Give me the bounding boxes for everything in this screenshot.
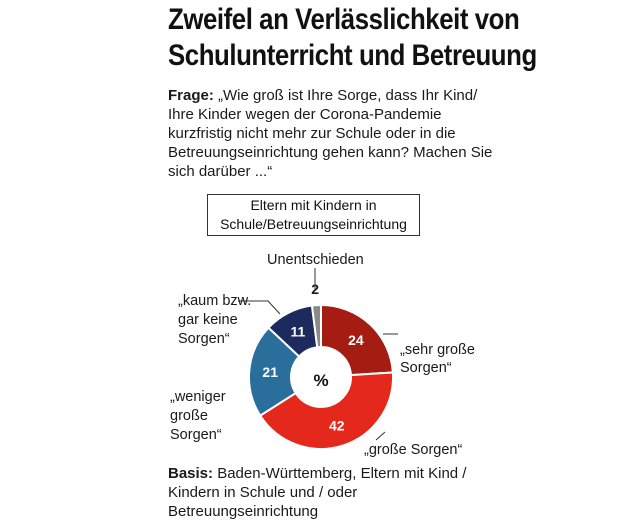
- label-grosse: „große Sorgen“: [364, 442, 462, 458]
- question-text: Frage: „Wie groß ist Ihre Sorge, dass Ih…: [168, 86, 498, 181]
- title-line-2: Schulunterricht und Betreuung: [168, 39, 537, 72]
- slice-value-weniger: 21: [262, 364, 278, 380]
- question-prefix: Frage:: [168, 87, 214, 104]
- chart-title: Zweifel an Verlässlichkeit von Schulunte…: [168, 2, 572, 74]
- basis-body: Baden-Württemberg, Eltern mit Kind / Kin…: [168, 465, 467, 520]
- center-percent-label: %: [313, 371, 328, 390]
- basis-prefix: Basis:: [168, 465, 214, 482]
- label-sehr-grosse: „sehr große Sorgen“: [400, 342, 479, 376]
- slice-sehr-grosse: [320, 303, 394, 377]
- label-weniger: „weniger große Sorgen“: [170, 389, 230, 443]
- label-kaum: „kaum bzw. gar keine Sorgen“: [178, 293, 255, 347]
- slice-weniger: [248, 326, 301, 417]
- slice-unentschieden: [310, 303, 322, 349]
- question-body: „Wie groß ist Ihre Sorge, dass Ihr Kind/…: [168, 87, 493, 180]
- title-line-1: Zweifel an Verlässlichkeit von: [168, 3, 520, 36]
- group-label-box: Eltern mit Kindern in Schule/Betreuungse…: [207, 194, 420, 236]
- slice-value-grosse: 42: [329, 418, 345, 434]
- slice-value-sehr-grosse: 24: [348, 332, 364, 348]
- slice-grosse: [258, 371, 394, 450]
- slice-value-kaum: 11: [290, 324, 305, 340]
- leader-kaum: [238, 300, 281, 315]
- leader-grosse: [375, 431, 386, 441]
- donut-slices: [248, 303, 394, 450]
- label-unentschieden: Unentschieden: [267, 252, 364, 268]
- basis-text: Basis: Baden-Württemberg, Eltern mit Kin…: [168, 464, 498, 521]
